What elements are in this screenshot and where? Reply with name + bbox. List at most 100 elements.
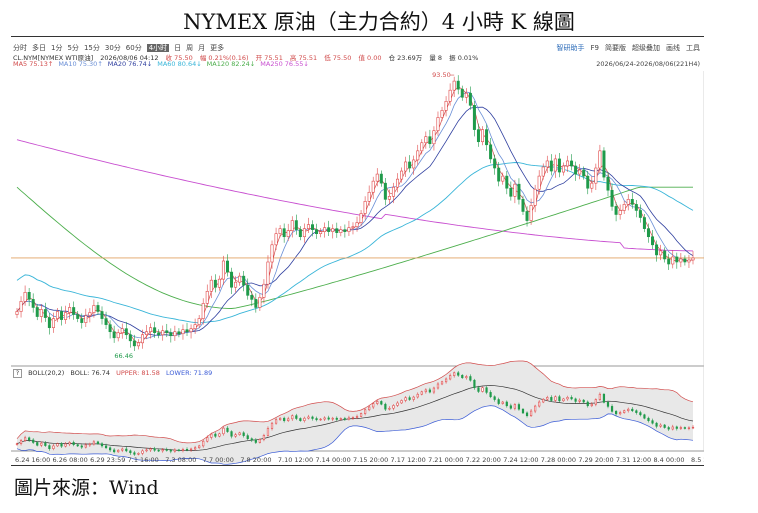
quote-volume: 量 8 [429,54,443,62]
help-icon[interactable]: ? [13,369,22,378]
candle-body [509,405,512,409]
toolbar-item[interactable]: 超级叠加 [632,44,660,52]
period-tab[interactable]: 日 [174,44,182,52]
candle-body [185,449,189,451]
candle-body [485,129,489,146]
candle-body [663,250,667,260]
candle-body [396,178,400,188]
candle-body [424,389,427,393]
price-chart[interactable]: 91.086.081.071.066.089.077.075.5078.93.5… [11,37,704,465]
candle-body [457,372,460,376]
candle-body [68,442,71,445]
candle-body [246,284,250,296]
candle-body [72,442,75,445]
period-tab[interactable]: 周 [186,44,194,52]
toolbar-item[interactable]: 画线 [666,44,680,52]
candle-body [234,281,238,288]
boll-candles [15,370,695,456]
candle-body [525,412,529,417]
ma120-line [16,186,693,309]
candle-body [574,165,578,175]
candle-body [141,450,144,454]
period-tab[interactable]: 30分 [104,44,121,52]
x-tick-label: 8.5 20:00 [691,456,704,464]
candle-body [52,445,55,449]
candle-body [319,231,323,234]
candle-body [424,136,428,144]
candle-body [35,307,39,317]
toolbar-right: 智研助手 F9 简要版 超级叠加 画线 工具 [551,43,700,53]
candle-body [307,416,310,419]
candle-body [169,332,173,337]
candle-body [149,327,153,333]
candle-body [153,327,157,334]
candle-body [92,305,96,313]
candle-body [420,142,424,152]
candle-body [602,393,606,403]
candle-body [647,417,650,421]
toolbar-item[interactable]: 智研助手 [556,44,585,52]
candle-body [472,105,476,130]
candle-body [116,332,120,339]
boll-legend: ? BOLL(20,2) BOLL: 76.74 UPPER: 81.58 LO… [13,369,216,378]
candle-body [671,256,675,265]
candle-body [36,442,39,446]
candle-body [687,427,691,429]
candle-body [359,213,363,223]
candle-body [639,412,642,416]
candle-body [659,250,663,256]
candle-body [659,424,662,427]
toolbar-item[interactable]: F9 [590,44,599,52]
candle-body [145,449,148,452]
candle-body [31,299,35,308]
toolbar-item[interactable]: 工具 [686,44,700,52]
ma10-line [16,91,694,339]
candle-body [48,445,51,449]
candle-body [137,453,140,455]
candle-body [136,342,140,347]
candle-body [202,440,205,447]
ma-legend-item: MA250 76.55↓ [260,60,309,68]
candle-body [594,399,597,405]
period-tab[interactable]: 1分 [51,44,63,52]
candle-body [594,167,598,184]
candle-body [238,275,242,283]
x-tick-label: 7.1 16:00 [128,456,159,464]
candle-body [153,448,156,451]
candle-body [100,443,104,447]
candle-body [299,418,302,421]
candle-body [225,260,229,273]
period-tab[interactable]: 15分 [83,44,100,52]
candle-body [461,374,464,379]
candle-body [283,417,286,421]
candle-body [266,261,270,285]
candle-body [323,417,326,420]
source-note: 圖片來源：Wind [14,477,159,499]
candle-body [505,401,508,407]
period-tab[interactable]: 月 [198,44,206,52]
candle-body [315,229,319,234]
candle-body [193,324,197,329]
candle-body [254,299,258,308]
period-tab[interactable]: 4小时 [146,44,170,52]
x-tick-label: 8.4 00:00 [653,456,684,464]
period-tab[interactable]: 分时 [13,44,27,52]
candle-body [602,150,606,178]
candle-body [113,449,116,453]
boll-mid-line [16,385,694,452]
candle-body [643,414,646,419]
period-tab[interactable]: 5分 [67,44,79,52]
candle-body [84,444,87,448]
period-tab[interactable]: 更多 [210,44,225,52]
toolbar-item[interactable]: 简要版 [605,44,626,52]
candle-body [64,443,67,447]
quote-extra: 值 0.00 [358,54,382,62]
candle-body [586,401,589,407]
candle-body [679,427,682,429]
period-tab[interactable]: 60分 [125,44,142,52]
candle-body [521,408,525,414]
x-tick-label: 7.21 00:00 [428,456,463,464]
candle-body [238,432,241,435]
high-annotation: 93.50 [432,71,451,79]
period-tab[interactable]: 多日 [32,44,46,52]
